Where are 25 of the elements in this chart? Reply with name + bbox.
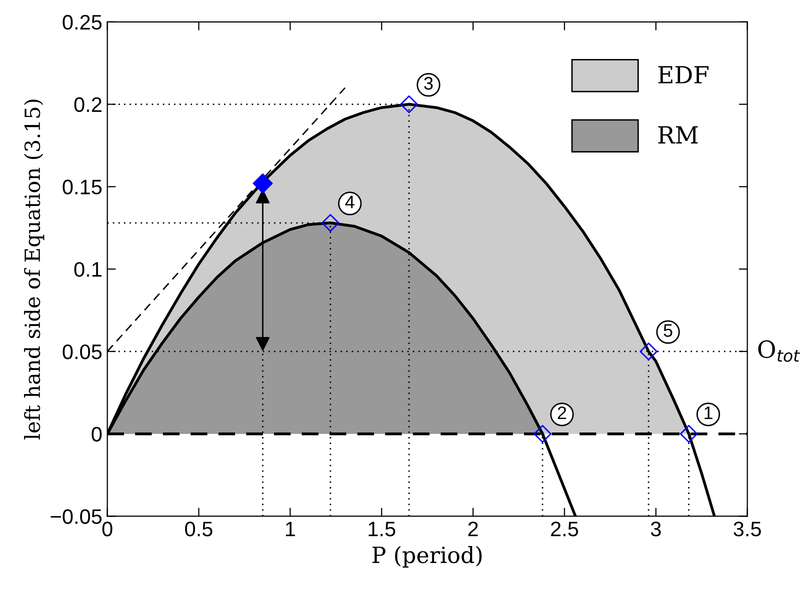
x-tick-label: 3 xyxy=(650,522,661,536)
x-tick-label: 0 xyxy=(102,522,112,536)
legend-label: EDF xyxy=(658,66,709,84)
annotation: 2 xyxy=(558,406,566,420)
legend-label: RM xyxy=(658,126,698,144)
annotation: 1 xyxy=(704,406,712,420)
y-tick-label: −0.05 xyxy=(50,509,102,524)
ref-line-label: O$_{tot}$ xyxy=(758,340,800,362)
annotation: 4 xyxy=(345,196,354,208)
y-tick-label: 0.1 xyxy=(74,262,102,277)
x-tick-label: 3.5 xyxy=(734,522,761,536)
x-axis-title: P (period) xyxy=(372,546,482,568)
x-tick-label: 2 xyxy=(468,522,478,536)
y-tick-label: 0.25 xyxy=(62,14,102,30)
y-axis-title: left hand side of Equation (3.15) xyxy=(24,100,44,440)
annotation: 5 xyxy=(664,324,672,337)
y-tick-label: 0.15 xyxy=(62,180,102,194)
x-tick-label: 1.5 xyxy=(368,522,396,536)
x-tick-label: 0.5 xyxy=(185,522,212,536)
y-tick-label: 0 xyxy=(92,426,102,442)
x-tick-label: 2.5 xyxy=(551,522,578,536)
y-tick-label: 0.2 xyxy=(74,97,102,112)
x-tick-label: 1 xyxy=(286,522,295,536)
y-tick-label: 0.05 xyxy=(62,344,102,360)
annotation: 3 xyxy=(424,76,433,90)
